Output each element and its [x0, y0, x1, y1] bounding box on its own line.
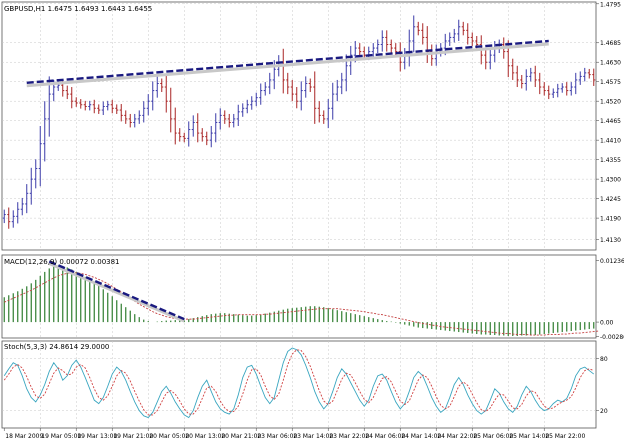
x-tick-label: 19 Mar 05:00: [41, 433, 81, 440]
x-tick-label: 19 Mar 21:00: [113, 433, 153, 440]
x-tick-label: 18 Mar 2009: [5, 433, 43, 440]
x-tick-label: 24 Mar 22:00: [437, 433, 477, 440]
stochastic-panel-title: Stoch(5,3,3) 24.8614 29.0000: [4, 343, 109, 351]
x-tick-label: 20 Mar 05:00: [149, 433, 189, 440]
macd-panel-frame: [1, 254, 597, 339]
x-tick-label: 20 Mar 21:00: [221, 433, 261, 440]
y-tick-label: 1.4355: [600, 157, 621, 164]
x-tick-label: 23 Mar 14:00: [293, 433, 333, 440]
stochastic-panel-frame: [1, 340, 597, 429]
x-tick-label: 25 Mar 22:00: [545, 433, 585, 440]
y-tick-label: 1.4795: [600, 1, 621, 8]
y-tick-label: 1.4410: [600, 138, 621, 145]
y-tick-label: 1.4575: [600, 79, 621, 86]
y-tick-label: 20: [600, 408, 608, 415]
y-tick-label: 0.01236: [600, 258, 624, 265]
y-tick-label: -0.00286: [600, 334, 624, 341]
trendline-shadow: [26, 42, 549, 88]
y-tick-label: 1.4300: [600, 177, 621, 184]
stochastic-panel: 80 20: [1, 340, 608, 429]
price-panel-title: GBPUSD,H1 1.6475 1.6493 1.6443 1.6455: [4, 5, 152, 13]
macd-panel-title: MACD(12,26,9) 0.00072 0.00381: [4, 258, 120, 266]
macd-panel: 0.01236 0.00 -0.00286: [1, 254, 624, 341]
x-tick-label: 23 Mar 06:00: [257, 433, 297, 440]
stochastic-main-line: [3, 347, 595, 419]
x-tick-label: 23 Mar 22:00: [329, 433, 369, 440]
y-tick-label: 80: [600, 356, 608, 363]
x-tick-label: 24 Mar 06:00: [365, 433, 405, 440]
y-tick-label: 1.4630: [600, 60, 621, 67]
x-tick-label: 25 Mar 14:00: [509, 433, 549, 440]
trendline-shadow: [48, 262, 185, 323]
macd-trendline: [48, 260, 185, 321]
y-tick-label: 1.4245: [600, 196, 621, 203]
x-tick-label: 25 Mar 06:00: [473, 433, 513, 440]
y-tick-label: 0.00: [600, 320, 614, 327]
x-tick-label: 20 Mar 13:00: [185, 433, 225, 440]
price-panel: 1.4795 1.4685 1.4630 1.4575 1.4520 1.4465 1.44…: [1, 1, 621, 251]
macd-signal-line: [4, 272, 599, 336]
y-tick-label: 1.4130: [600, 237, 621, 244]
y-tick-label: 1.4190: [600, 216, 621, 223]
price-panel-frame: [1, 1, 597, 251]
price-trendline: [26, 39, 549, 84]
y-tick-label: 1.4465: [600, 118, 621, 125]
stochastic-signal-line: [3, 349, 594, 416]
x-tick-label: 24 Mar 14:00: [401, 433, 441, 440]
y-tick-label: 1.4685: [600, 40, 621, 47]
y-tick-label: 1.4520: [600, 99, 621, 106]
x-tick-label: 19 Mar 13:00: [77, 433, 117, 440]
